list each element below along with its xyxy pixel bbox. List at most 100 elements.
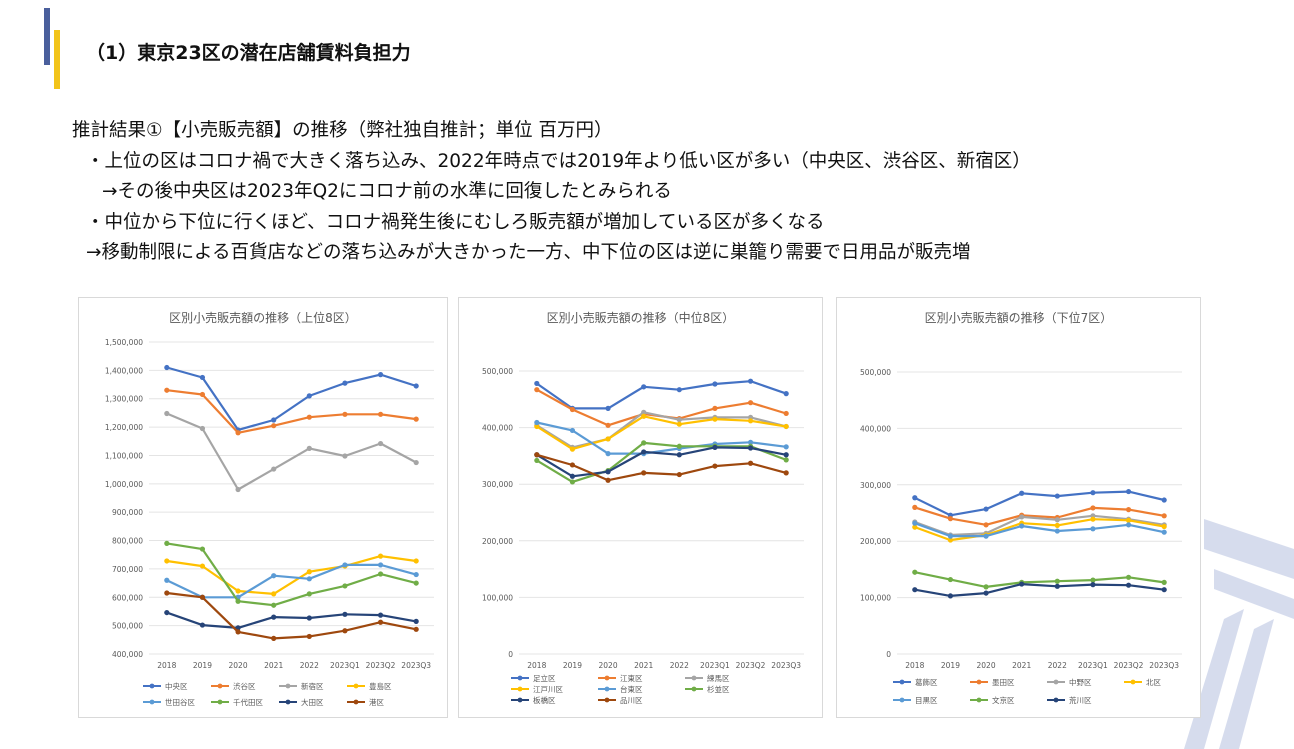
data-point	[1161, 523, 1167, 530]
data-point	[983, 522, 989, 528]
data-point	[783, 423, 789, 430]
y-tick-label: 200,000	[860, 537, 891, 546]
data-point	[1125, 522, 1132, 528]
legend-marker	[1130, 679, 1136, 685]
legend-label: 豊島区	[369, 681, 392, 691]
data-point	[306, 615, 312, 621]
y-tick-label: 500,000	[482, 367, 513, 376]
data-point	[377, 440, 384, 447]
legend-marker	[976, 679, 982, 685]
data-point	[783, 391, 789, 397]
legend-label: 千代田区	[233, 697, 263, 707]
data-point	[1054, 493, 1060, 499]
data-point	[569, 406, 576, 413]
data-point	[164, 540, 170, 546]
legend-label: 港区	[369, 697, 384, 707]
data-point	[1125, 488, 1132, 495]
legend-label: 葛飾区	[915, 677, 938, 687]
data-point	[199, 563, 206, 569]
data-point	[1090, 505, 1096, 511]
data-point	[676, 452, 682, 458]
data-point	[377, 571, 384, 577]
data-point	[1054, 528, 1060, 534]
data-point	[377, 553, 384, 559]
data-point	[164, 558, 170, 564]
legend-label: 台東区	[620, 684, 643, 694]
data-point	[712, 381, 718, 387]
y-tick-label: 400,000	[860, 424, 891, 433]
data-point	[912, 495, 918, 501]
y-tick-label: 1,100,000	[105, 451, 143, 460]
data-point	[534, 457, 540, 464]
data-point	[306, 445, 312, 451]
data-point	[377, 612, 384, 618]
data-point	[712, 463, 718, 469]
y-tick-label: 1,400,000	[105, 366, 143, 375]
y-tick-label: 200,000	[482, 537, 513, 546]
data-point	[164, 577, 170, 583]
series-line	[536, 446, 787, 478]
data-point	[983, 584, 989, 590]
y-tick-label: 1,000,000	[105, 480, 143, 489]
chart-mid8: 区別小売販売額の推移（中位8区） 0 100,000 200,000 300,000 40…	[458, 297, 823, 718]
series-line	[166, 591, 417, 640]
data-point	[783, 457, 789, 463]
legend-label: 練馬区	[707, 673, 730, 683]
x-tick-label: 2023Q1	[700, 661, 730, 670]
data-point	[641, 470, 647, 476]
data-point	[747, 445, 754, 451]
data-point	[1161, 529, 1167, 535]
chart-top8-svg: 区別小売販売額の推移（上位8区） 400,000 500,000 600,000 700…	[105, 310, 434, 707]
series-line	[166, 555, 417, 595]
data-point	[783, 444, 789, 450]
data-point	[569, 462, 576, 468]
data-point	[912, 520, 918, 526]
legend-marker	[1053, 697, 1059, 703]
bullet-1: ・上位の区はコロナ禍で大きく落ち込み、2022年時点では2019年より低い区が多…	[86, 150, 1031, 172]
data-point	[413, 558, 419, 564]
data-point	[912, 587, 918, 593]
data-point	[1161, 513, 1167, 519]
legend-label: 中央区	[165, 681, 188, 691]
x-tick-label: 2023Q1	[330, 661, 360, 670]
chart-bottom7-svg: 区別小売販売額の推移（下位7区） 0 100,000 200,000 300,000 40…	[860, 310, 1182, 705]
y-tick-label: 800,000	[112, 537, 143, 546]
data-point	[712, 416, 718, 422]
data-point	[912, 524, 918, 530]
data-point	[377, 411, 384, 417]
series-line	[166, 412, 417, 491]
x-tick-label: 2019	[941, 661, 960, 670]
series-line	[166, 366, 417, 431]
series-line	[914, 522, 1165, 538]
y-tick-label: 600,000	[112, 593, 143, 602]
data-point	[413, 416, 419, 422]
data-point	[747, 439, 754, 445]
y-tick-label: 100,000	[860, 594, 891, 603]
x-tick-label: 2023Q3	[771, 661, 801, 670]
legend-label: 新宿区	[301, 681, 324, 691]
data-point	[747, 378, 754, 384]
data-point	[235, 430, 241, 436]
chart-top8: 区別小売販売額の推移（上位8区） 400,000 500,000 600,000 700…	[78, 297, 448, 718]
data-point	[342, 583, 348, 589]
data-point	[271, 635, 277, 641]
y-tick-label: 0	[508, 650, 513, 659]
y-tick-label: 1,200,000	[105, 423, 143, 432]
data-point	[676, 387, 682, 393]
legend-marker	[604, 675, 610, 681]
legend-label: 品川区	[620, 696, 643, 705]
x-tick-label: 2023Q2	[1114, 661, 1144, 670]
legend-marker	[149, 683, 155, 689]
legend-label: 荒川区	[1069, 695, 1092, 705]
legend-marker	[517, 697, 523, 703]
data-point	[605, 405, 611, 411]
data-point	[712, 405, 718, 411]
y-tick-label: 700,000	[112, 565, 143, 574]
data-point	[306, 414, 312, 420]
data-point	[605, 422, 611, 428]
data-point	[1090, 490, 1096, 496]
legend-marker	[604, 686, 610, 692]
data-point	[306, 393, 312, 399]
legend-label: 文京区	[992, 695, 1015, 705]
data-point	[235, 629, 241, 635]
